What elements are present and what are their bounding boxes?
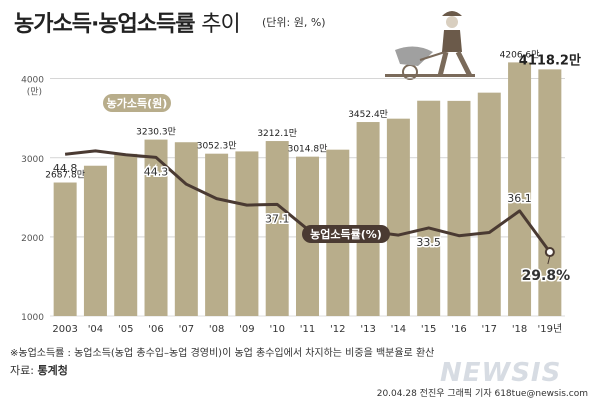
x-tick-label: '06: [148, 324, 163, 335]
x-tick-label: '17: [482, 324, 497, 335]
bar-16: [538, 69, 562, 317]
bar-15: [508, 62, 532, 317]
x-tick-label: '08: [209, 324, 224, 335]
line-value-label: 44.3: [144, 165, 169, 178]
bar-0: [53, 182, 77, 316]
y-unit-label: (만): [27, 87, 42, 98]
x-tick-label: '09: [239, 324, 254, 335]
line-point-last: [544, 247, 555, 258]
legend-bar-swatch: [103, 94, 171, 112]
line-value-label: 37.1: [265, 212, 290, 225]
x-tick-label: '05: [118, 324, 133, 335]
bar-3: [144, 139, 168, 316]
farmer-body: [442, 30, 462, 52]
footnote: ※농업소득률 : 농업소득(농업 총수입–농업 경영비)이 농업 총수입에서 차…: [10, 348, 435, 359]
bar-value-label: 4118.2만: [519, 52, 581, 68]
bar-7: [265, 141, 289, 316]
line-point-callout: [547, 255, 551, 265]
farmer-illustration: [385, 11, 475, 80]
x-tick-label: '14: [391, 324, 406, 335]
bar-value-label: 3230.3만: [136, 127, 176, 138]
x-tick-label: '11: [300, 324, 315, 335]
x-tick-label: '13: [360, 324, 375, 335]
legend-line-label: 농업소득률(%): [310, 228, 382, 241]
line-value-label: 44.8: [53, 162, 78, 175]
credit: 20.04.28 전진우 그래픽 기자 618tue@newsis.com: [376, 389, 588, 399]
watermark-logo: NEWSIS: [440, 358, 562, 388]
line-value-label: 33.5: [416, 236, 441, 249]
x-tick-label: '10: [269, 324, 284, 335]
x-tick-label: '04: [88, 324, 103, 335]
chart: 1000 2000 3000 4000(만) 44.8 44.3 37.1 33.5 36.1…: [21, 11, 581, 335]
unit-label: (단위: 원, %): [262, 16, 326, 29]
bar-value-label: 3212.1만: [257, 128, 297, 139]
x-tick-label: '07: [179, 324, 194, 335]
bar-4: [174, 142, 198, 316]
bar-value-label: 3452.4만: [348, 109, 388, 120]
x-tick-label: '15: [421, 324, 436, 335]
y-tick-label: 2000: [21, 234, 44, 244]
x-tick-label: 2003: [52, 324, 77, 335]
bar-value-label: 4206.6만: [500, 49, 540, 60]
legend-line-swatch: [302, 225, 390, 243]
line-value-label: 36.1: [507, 192, 532, 205]
bar-2: [114, 153, 138, 316]
bar-value-label: 3052.3만: [197, 141, 237, 152]
bar-11: [386, 118, 410, 316]
bar-12: [417, 100, 441, 317]
line-value-label: 29.8%: [522, 268, 571, 284]
x-tick-label: '18: [512, 324, 527, 335]
bar-5: [205, 153, 229, 316]
bar-13: [447, 100, 471, 316]
wheelbarrow-handle: [419, 51, 446, 61]
bar-1: [83, 165, 107, 316]
page-title: 농가소득·농업소득률 추이: [14, 12, 241, 37]
bar-6: [235, 151, 259, 316]
y-tick-label: 3000: [21, 155, 44, 165]
x-tick-label: '12: [330, 324, 345, 335]
bar-14: [477, 92, 501, 316]
farmer-head: [446, 16, 458, 28]
source: 자료: 통계청: [10, 364, 68, 377]
bar-value-label: 3014.8만: [288, 144, 328, 155]
ground-line: [385, 74, 475, 77]
bar-value-label: 2687.8만: [45, 170, 85, 181]
x-tick-label: '19년: [538, 323, 563, 335]
y-tick-label: 1000: [21, 313, 44, 323]
bar-10: [356, 122, 380, 317]
farmer-hat: [442, 11, 462, 16]
legend-bar-label: 농가소득(원): [107, 96, 168, 110]
y-tick-label: 4000: [21, 76, 44, 86]
wheelbarrow-bucket: [395, 46, 433, 66]
farmer-legs: [437, 50, 473, 78]
x-tick-label: '16: [451, 324, 466, 335]
